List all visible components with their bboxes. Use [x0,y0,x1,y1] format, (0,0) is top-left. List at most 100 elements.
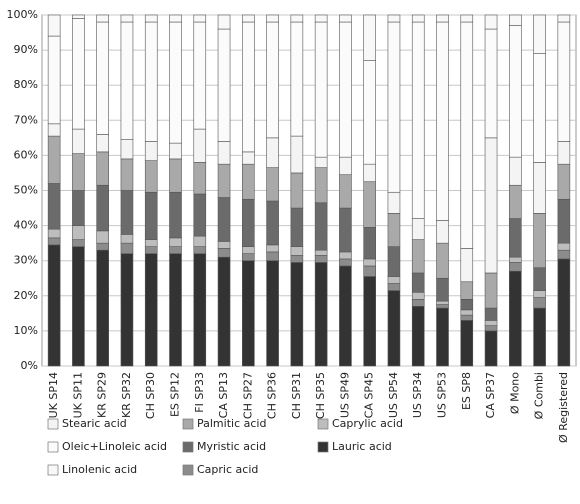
bar-segment [96,184,109,232]
x-tick-label: Ø Combi [533,372,546,419]
legend-label: Caprylic acid [332,417,403,430]
bar-segment [363,227,376,260]
bar-segment [120,242,134,254]
bar-segment [120,253,134,367]
bar-segment [484,14,498,30]
bar-segment [460,320,474,367]
bar-segment [363,163,376,183]
legend-label: Oleic+Linoleic acid [62,440,167,453]
legend-swatch [182,418,194,430]
bar-segment [533,53,546,163]
x-tick-label: UK SP11 [71,372,84,418]
bar-segment [72,18,85,130]
bar-segment [557,198,571,244]
bar-segment [72,128,85,154]
bar-segment [557,249,571,260]
bar-segment [169,246,182,254]
bar-segment [72,190,85,226]
bar-segment [290,255,304,263]
y-tick-label: 10% [14,324,38,337]
bar-segment [314,156,328,168]
bar-segment [193,253,207,367]
bar-segment [436,277,449,302]
bar-segment [169,191,182,239]
bar-segment [314,249,328,256]
bar-segment [509,156,522,186]
x-tick-label: ES SP12 [169,372,182,417]
bar-segment [411,299,425,307]
bar-segment [387,276,401,284]
bar-segment [266,251,279,262]
bar-segment [193,14,207,23]
bar-segment [533,213,546,269]
y-tick-label: 20% [14,289,38,302]
bar-segment [193,246,207,254]
bar-segment [242,198,255,247]
bar-segment [144,160,158,193]
legend-label: Lauric acid [332,440,392,453]
bar-segment [169,253,182,367]
bar-segment [339,21,352,158]
bar-segment [314,202,328,251]
bar-segment [96,249,109,367]
x-tick-label: KR SP32 [120,372,133,418]
legend-swatch [47,464,59,476]
bar-segment [411,306,425,367]
bar-segment [96,14,109,23]
x-tick-label: Ø Mono [508,372,521,414]
bar-segment [96,242,109,251]
bar-segment [72,153,85,191]
bar-segment [242,151,255,165]
legend-label: Palmitic acid [197,417,266,430]
bar-segment [144,191,158,240]
bar-segment [47,14,61,37]
bar-segment [339,251,352,260]
bar-segment [533,14,546,54]
bar-segment [484,330,498,367]
bar-segment [387,191,401,214]
bar-segment [72,246,85,367]
bar-segment [290,262,304,367]
bar-segment [290,246,304,256]
bar-segment [339,156,352,176]
bar-segment [144,246,158,254]
bar-segment [533,307,546,367]
bar-segment [290,14,304,23]
bar-segment [144,21,158,142]
bar-segment [242,260,255,367]
bar-segment [242,163,255,200]
bar-segment [290,172,304,209]
bar-segment [169,158,182,193]
bar-segment [339,258,352,267]
bar-segment [436,220,449,244]
legend-swatch [182,441,194,453]
bar-segment [144,239,158,247]
bar-segment [169,237,182,247]
y-tick-label: 90% [14,43,38,56]
bar-segment [193,128,207,163]
bar-segment [120,234,134,244]
bar-segment [242,14,255,23]
legend-swatch [317,418,329,430]
bar-segment [314,21,328,158]
bar-segment [217,241,231,249]
bar-segment [363,265,376,277]
bar-segment [47,237,61,246]
legend-swatch [47,418,59,430]
bar-segment [363,14,376,61]
bar-segment [509,25,522,158]
bar-segment [436,304,449,309]
bar-segment [144,141,158,161]
x-tick-label: US SP54 [387,372,400,418]
bar-segment [363,181,376,228]
bar-segment [242,21,255,153]
bar-segment [120,139,134,160]
bar-segment [314,14,328,23]
bar-segment [266,21,279,139]
bar-segment [217,14,231,30]
bar-segment [217,141,231,165]
x-tick-label: US SP34 [411,372,424,418]
bar-segment [47,135,61,184]
bar-segment [266,14,279,23]
